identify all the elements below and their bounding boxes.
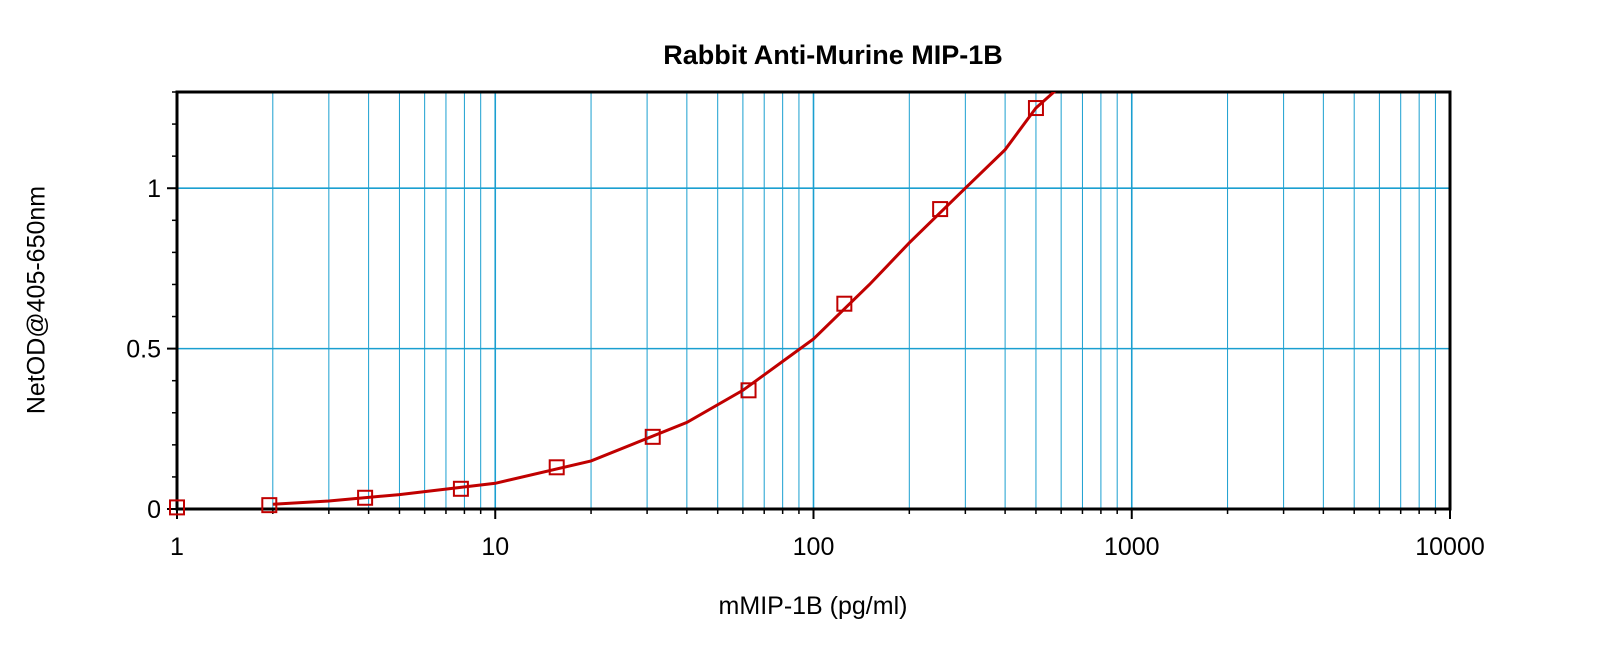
x-tick-label: 1 — [170, 533, 184, 561]
data-point — [932, 201, 949, 218]
x-tick-label: 100 — [793, 533, 835, 561]
y-tick-label: 0.5 — [126, 336, 161, 364]
data-point — [644, 428, 661, 445]
data-point — [1027, 100, 1044, 117]
data-point — [357, 489, 374, 506]
data-point — [261, 497, 278, 514]
data-point — [169, 499, 185, 516]
x-tick-label: 1000 — [1104, 533, 1160, 561]
y-tick-label: 0 — [147, 496, 161, 524]
x-tick-label: 10000 — [1415, 533, 1485, 561]
data-point — [740, 382, 757, 399]
x-tick-label: 10 — [481, 533, 509, 561]
data-point — [452, 480, 469, 497]
fit-curve — [272, 92, 1057, 506]
y-tick-label: 1 — [147, 175, 161, 203]
data-point — [548, 459, 565, 476]
chart-title: Rabbit Anti-Murine MIP-1B — [663, 40, 1003, 70]
x-axis-title: mMIP-1B (pg/ml) — [718, 592, 908, 620]
data-point — [836, 295, 853, 312]
